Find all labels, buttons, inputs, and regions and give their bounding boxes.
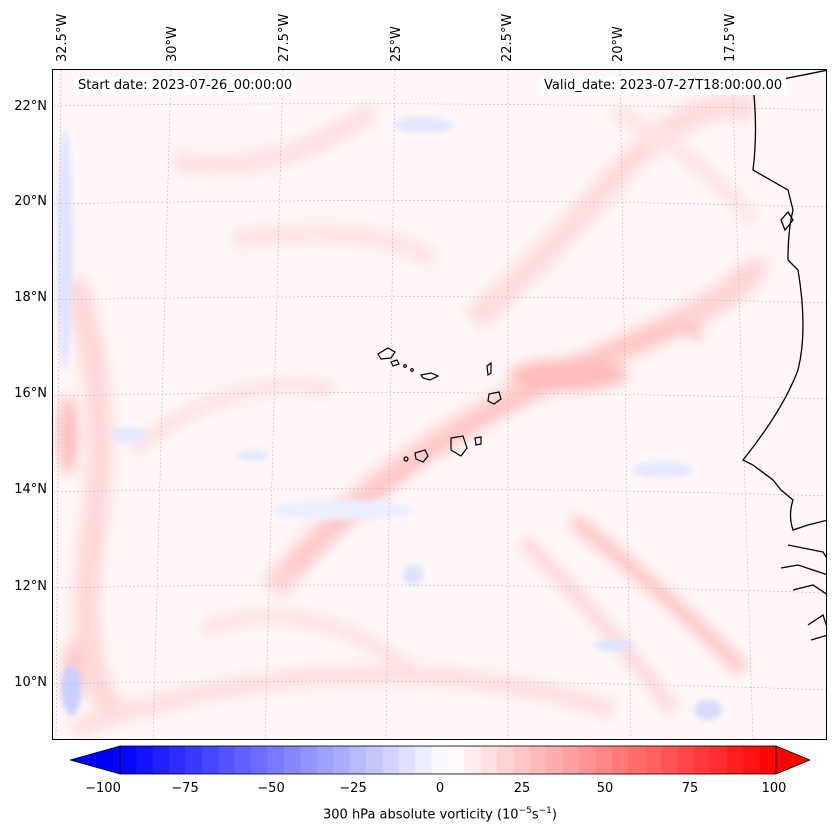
map-panel[interactable]	[52, 69, 827, 740]
colorbar-segment	[366, 746, 383, 774]
colorbar-label-prefix: 300 hPa absolute vorticity (10	[323, 807, 519, 823]
colorbar-segment	[579, 746, 596, 774]
valid-date-label: Valid_date: 2023-07-27T18:00:00.00	[540, 77, 787, 95]
colorbar	[70, 745, 810, 775]
colorbar-segment	[546, 746, 564, 774]
colorbar-segment	[169, 746, 186, 774]
colorbar-segment	[316, 746, 334, 774]
colorbar-segment	[480, 746, 498, 774]
colorbar-label-suffix: )	[551, 807, 557, 823]
colorbar-segment	[595, 746, 613, 774]
colorbar-segment	[398, 746, 416, 774]
colorbar-tick: −100	[85, 781, 121, 796]
colorbar-segment	[152, 746, 170, 774]
colorbar-segment	[300, 746, 318, 774]
colorbar-segment	[464, 746, 482, 774]
colorbar-high-extend	[775, 745, 810, 775]
colorbar-segment	[661, 746, 678, 774]
colorbar-segment	[267, 746, 285, 774]
colorbar-segment	[726, 746, 744, 774]
colorbar-segment	[694, 746, 711, 774]
colorbar-segment	[234, 746, 252, 774]
colorbar-segment	[202, 746, 219, 774]
colorbar-label: 300 hPa absolute vorticity (10−5s−1)	[0, 806, 837, 822]
colorbar-segment	[530, 746, 547, 774]
colorbar-segment	[431, 746, 449, 774]
colorbar-segment	[497, 746, 514, 774]
gridlines	[53, 70, 826, 739]
colorbar-tick: 75	[681, 781, 699, 796]
lat-label: 16°N	[14, 386, 47, 401]
lon-label: 27.5°W	[277, 13, 292, 62]
lon-label: 25°W	[389, 26, 404, 62]
colorbar-segment	[136, 746, 154, 774]
lat-label: 22°N	[14, 99, 47, 114]
colorbar-segment	[644, 746, 662, 774]
colorbar-segment	[677, 746, 695, 774]
colorbar-segment	[382, 746, 400, 774]
lon-label: 32.5°W	[55, 13, 70, 62]
lon-label: 30°W	[165, 26, 180, 62]
colorbar-segment	[333, 746, 350, 774]
negative-vorticity-patches	[57, 117, 722, 720]
colorbar-low-extend	[70, 745, 121, 775]
lat-label: 20°N	[14, 194, 47, 209]
colorbar-segment	[448, 746, 465, 774]
colorbar-segment	[415, 746, 432, 774]
lon-label: 17.5°W	[723, 13, 738, 62]
lat-label: 14°N	[14, 482, 47, 497]
colorbar-segment	[251, 746, 268, 774]
lat-label: 12°N	[14, 579, 47, 594]
colorbar-segment	[710, 746, 728, 774]
cabo-verde-islands	[377, 347, 502, 463]
colorbar-segment	[185, 746, 203, 774]
colorbar-segments	[120, 746, 777, 774]
colorbar-segment	[120, 746, 137, 774]
colorbar-segment	[218, 746, 236, 774]
colorbar-tick: 25	[513, 781, 531, 796]
start-date-label: Start date: 2023-07-26_00:00:00	[74, 77, 297, 95]
colorbar-outline	[119, 745, 777, 775]
colorbar-label-exponent: −1	[538, 806, 552, 816]
colorbar-tick: 50	[596, 781, 614, 796]
colorbar-label-unit: s	[531, 807, 539, 823]
lat-label: 18°N	[14, 290, 47, 305]
colorbar-segment	[743, 746, 760, 774]
colorbar-tick: −25	[339, 781, 367, 796]
colorbar-segment	[349, 746, 367, 774]
colorbar-tick: 0	[435, 781, 445, 796]
lon-label: 22.5°W	[500, 13, 515, 62]
colorbar-segment	[284, 746, 301, 774]
lat-label: 10°N	[14, 675, 47, 690]
colorbar-segment	[562, 746, 580, 774]
colorbar-tick: −50	[257, 781, 285, 796]
colorbar-segment	[513, 746, 531, 774]
colorbar-segment	[759, 746, 777, 774]
colorbar-tick: 100	[761, 781, 787, 796]
colorbar-label-exponent: −5	[518, 806, 532, 816]
colorbar-segment	[628, 746, 646, 774]
vorticity-field	[53, 70, 826, 739]
colorbar-segment	[612, 746, 629, 774]
colorbar-tick: −75	[171, 781, 199, 796]
lon-label: 20°W	[611, 26, 626, 62]
west-africa-coastline	[741, 70, 826, 641]
